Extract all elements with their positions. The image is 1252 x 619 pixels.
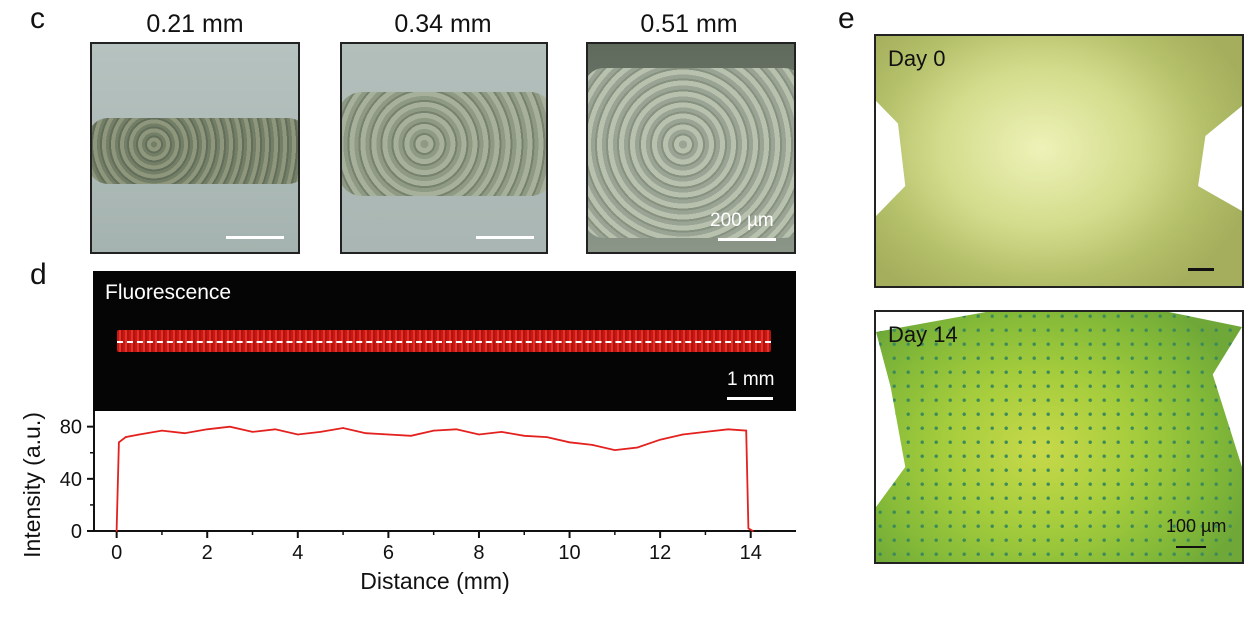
intensity-point xyxy=(206,428,209,431)
intensity-point xyxy=(591,444,593,446)
caption-0.51: 0.51 mm xyxy=(640,10,738,38)
intensity-point xyxy=(274,428,276,431)
intensity-point xyxy=(118,441,120,444)
micrograph-day14: Day 14 100 µm xyxy=(874,310,1244,564)
intensity-point xyxy=(745,429,747,432)
day0-label: Day 0 xyxy=(888,46,946,71)
x-tick-label: 2 xyxy=(202,542,213,564)
intensity-point xyxy=(747,527,750,530)
intensity-point xyxy=(659,438,661,441)
micrograph-0.21mm xyxy=(90,42,300,254)
intensity-point xyxy=(138,433,141,436)
x-axis-label: Distance (mm) xyxy=(360,568,510,594)
day14-label: Day 14 xyxy=(888,322,958,347)
x-tick-label: 8 xyxy=(473,542,484,564)
intensity-point xyxy=(455,428,458,431)
intensity-point xyxy=(727,428,729,431)
intensity-point xyxy=(161,429,163,432)
y-tick-label: 80 xyxy=(60,417,82,439)
micrograph-0.51mm: 200 µm xyxy=(586,42,796,254)
y-axis-label: Intensity (a.u.) xyxy=(19,412,45,558)
intensity-point xyxy=(387,433,390,436)
intensity-point xyxy=(115,530,118,532)
intensity-point xyxy=(614,449,616,451)
intensity-point xyxy=(752,530,754,532)
intensity-point xyxy=(568,441,571,444)
micrograph-0.34mm xyxy=(340,42,548,254)
intensity-point xyxy=(229,425,231,428)
intensity-point xyxy=(297,433,299,436)
scale-label-200um: 200 µm xyxy=(710,210,774,231)
scale-label-1mm: 1 mm xyxy=(727,369,775,390)
intensity-point xyxy=(636,446,639,449)
intensity-point xyxy=(500,431,503,433)
intensity-point xyxy=(546,436,548,438)
caption-0.34: 0.34 mm xyxy=(394,10,492,38)
micrograph-day0: Day 0 xyxy=(874,34,1244,288)
fluorescence-image: Fluorescence 1 mm xyxy=(93,271,796,411)
intensity-point xyxy=(478,433,480,436)
scale-label-100um: 100 µm xyxy=(1166,516,1227,536)
intensity-series-line xyxy=(115,425,754,532)
intensity-point xyxy=(364,432,367,434)
x-tick-label: 6 xyxy=(383,542,394,564)
intensity-point xyxy=(704,431,707,433)
intensity-point xyxy=(251,431,254,433)
y-tick-label: 40 xyxy=(60,469,82,491)
intensity-point xyxy=(124,436,127,438)
x-tick-label: 0 xyxy=(111,542,122,564)
y-tick-label: 0 xyxy=(71,521,82,543)
intensity-point xyxy=(183,432,186,434)
intensity-point xyxy=(342,427,344,429)
x-tick-label: 10 xyxy=(558,542,580,564)
panel-d-letter: d xyxy=(30,258,47,291)
x-tick-label: 14 xyxy=(740,542,762,564)
intensity-point xyxy=(523,434,526,437)
intensity-point xyxy=(681,433,684,436)
intensity-point xyxy=(432,429,435,432)
x-tick-label: 12 xyxy=(649,542,671,564)
panel-c-letter: c xyxy=(30,2,45,35)
intensity-point xyxy=(410,434,412,437)
caption-0.21: 0.21 mm xyxy=(146,10,244,38)
x-tick-label: 4 xyxy=(292,542,303,564)
intensity-point xyxy=(319,431,322,433)
fluorescence-label: Fluorescence xyxy=(105,281,232,304)
panel-e-letter: e xyxy=(838,2,855,35)
intensity-plot: 0 2 4 6 8 10 12 14 0 40 80 Distance (mm) Intensity (… xyxy=(19,411,796,594)
